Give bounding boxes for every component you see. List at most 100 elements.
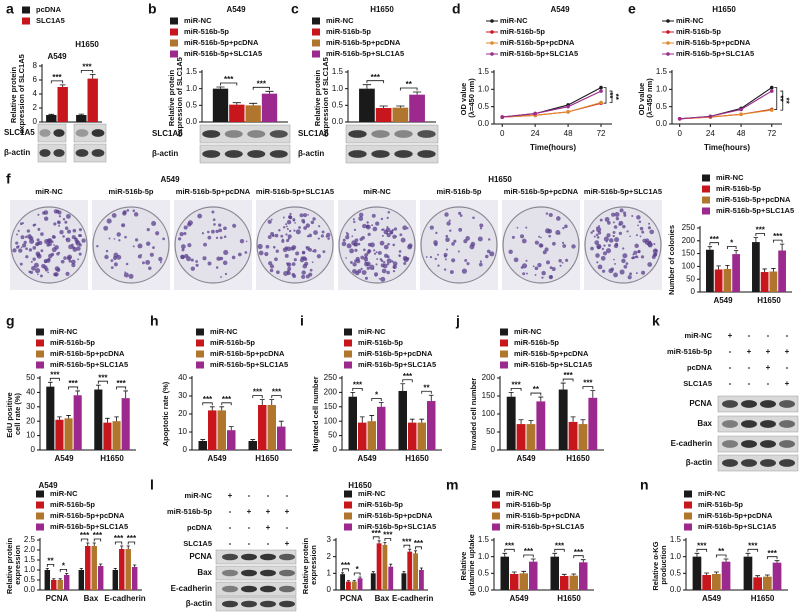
- bar: [248, 441, 257, 450]
- y-tick-label: 1.0: [478, 552, 490, 561]
- error-bar: [58, 578, 62, 580]
- colony: [78, 228, 82, 232]
- y-axis-label: Number of colonies: [667, 225, 676, 295]
- colony: [65, 213, 71, 219]
- y-tick-label: 0: [333, 445, 338, 454]
- blot-strip: [73, 143, 107, 163]
- legend-swatch: [492, 523, 500, 531]
- colony: [367, 232, 371, 237]
- plate: [92, 206, 170, 284]
- legend-swatch: [312, 50, 320, 58]
- significance-label: ***: [563, 371, 573, 380]
- blot-label: SLC1A5: [4, 128, 35, 137]
- data-point: [500, 115, 505, 119]
- bar: [743, 556, 753, 590]
- significance-bracket: [726, 246, 737, 250]
- legend-swatch: [500, 361, 508, 369]
- colony: [37, 213, 40, 216]
- colony: [380, 259, 384, 263]
- blot-band: [417, 150, 436, 158]
- colony: [146, 227, 150, 232]
- colony: [63, 256, 67, 260]
- y-axis-label: Relative protein expression: [301, 536, 318, 594]
- colony: [513, 257, 519, 263]
- legend-label: miR-516b-5p+SLC1A5: [50, 360, 128, 369]
- y-axis-label: OD value (λ=450 nm): [637, 78, 654, 118]
- colony: [446, 248, 449, 251]
- colony: [461, 268, 468, 274]
- band-label: Bax: [697, 419, 712, 428]
- condition-sign: +: [747, 347, 752, 356]
- colony: [298, 226, 301, 229]
- colony: [220, 276, 222, 278]
- colony: [459, 214, 463, 217]
- legend-label: miR-NC: [358, 489, 386, 498]
- colony: [637, 224, 639, 227]
- blot-band: [371, 130, 390, 138]
- colony: [446, 221, 451, 226]
- plate-label: miR-NC: [363, 187, 391, 196]
- colony: [479, 260, 483, 263]
- significance-bracket: [766, 556, 778, 560]
- condition-sign: -: [748, 379, 751, 388]
- bar: [407, 551, 413, 590]
- colony: [612, 234, 615, 238]
- y-tick-label: 200: [324, 388, 338, 397]
- colony: [287, 237, 290, 240]
- significance-label: **: [718, 547, 725, 556]
- blot-strip: [73, 123, 107, 143]
- y-tick-label: 0.5: [670, 568, 682, 577]
- colony: [489, 251, 495, 257]
- legend-label: miR-516b-5p+SLC1A5: [326, 49, 404, 58]
- panel-letter: d: [452, 1, 461, 17]
- bar: [752, 242, 760, 292]
- legend-label: miR-NC: [676, 16, 704, 25]
- colony: [353, 228, 357, 232]
- significance-bracket: [504, 548, 515, 552]
- y-tick-label: 1.0: [186, 84, 198, 93]
- error-bar: [590, 390, 596, 398]
- significance-label: ***: [80, 531, 90, 540]
- panel-letter: m: [446, 477, 458, 493]
- bar: [578, 424, 588, 450]
- colony: [316, 254, 321, 259]
- y-tick-label: 0: [327, 585, 332, 594]
- significance-label: ***: [93, 531, 103, 540]
- error-bar: [419, 567, 423, 570]
- colony: [521, 238, 527, 244]
- colony: [79, 234, 82, 238]
- bar: [51, 580, 57, 590]
- error-bar: [570, 416, 576, 422]
- colony: [437, 264, 440, 267]
- colony: [133, 212, 139, 217]
- colony: [383, 261, 386, 264]
- condition-sign: -: [248, 539, 251, 548]
- colony: [596, 261, 599, 264]
- band-label: PCNA: [689, 399, 712, 408]
- y-tick-label: 1.5: [478, 535, 490, 544]
- bar: [340, 574, 346, 590]
- error-bar: [378, 402, 384, 407]
- colony: [386, 216, 389, 219]
- bar: [510, 574, 519, 590]
- colony: [618, 231, 623, 236]
- colony: [380, 276, 386, 282]
- significance-bracket: [202, 402, 213, 406]
- bar: [500, 556, 509, 590]
- condition-label: miR-516b-5p: [167, 507, 212, 516]
- colony: [116, 254, 122, 260]
- colony: [613, 225, 618, 229]
- y-tick-label: 100: [482, 409, 496, 418]
- error-bar: [59, 84, 66, 87]
- significance-label: ***: [222, 395, 232, 404]
- y-tick-label: 150: [324, 402, 338, 411]
- colony: [54, 272, 59, 277]
- colony: [629, 272, 632, 276]
- colony: [508, 249, 513, 255]
- colony: [295, 251, 300, 256]
- legend-label: miR-516b-5p: [676, 27, 721, 36]
- legend-swatch: [36, 361, 44, 369]
- significance-bracket: [609, 90, 613, 103]
- legend-swatch: [490, 41, 494, 45]
